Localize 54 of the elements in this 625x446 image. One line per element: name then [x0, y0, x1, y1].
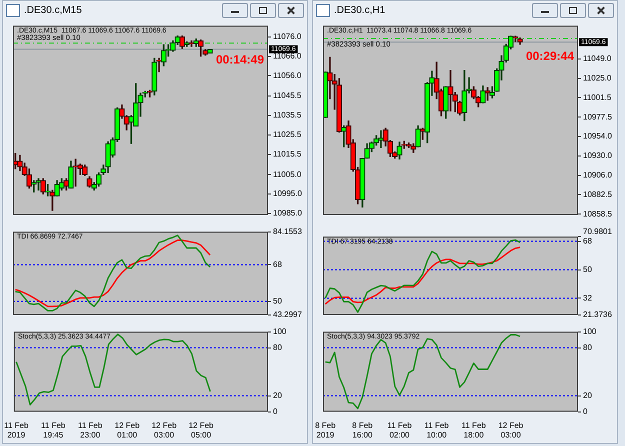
y-tick-label: 80 — [273, 343, 282, 352]
y-tick-label: 10930.0 — [583, 151, 612, 160]
y-tick-label: 20 — [273, 391, 282, 400]
y-tick-label: 68 — [273, 260, 282, 269]
y-tick-label: 10985.0 — [273, 208, 302, 218]
y-tick-label: 11025.5 — [273, 130, 302, 140]
y-tick-label: 11025.0 — [583, 74, 612, 83]
candlestick — [448, 70, 454, 112]
y-tick-label: 11035.5 — [273, 110, 302, 120]
x-tick-label: 11 Feb 23:00 — [78, 420, 103, 440]
x-tick-label: 11 Feb 19:45 — [41, 420, 66, 440]
y-tick-label: 68 — [583, 236, 592, 246]
x-tick-label: 8 Feb 16:00 — [352, 420, 374, 440]
y-tick-label: 100 — [273, 327, 287, 336]
annotation: 00:14:49 — [216, 52, 264, 67]
y-tick-label: 80 — [583, 343, 592, 352]
chart-title: .DE30.c,M15 — [24, 4, 83, 16]
y-tick-label: 50 — [273, 296, 282, 306]
y-tick-label: 50 — [583, 264, 592, 274]
x-tick-label: 12 Feb 01:00 — [114, 420, 140, 440]
y-tick-label: 11001.5 — [583, 92, 612, 102]
y-tick-label: 20 — [583, 391, 592, 400]
candlestick — [36, 178, 42, 190]
x-tick-label: 12 Feb 05:00 — [188, 420, 214, 440]
y-tick-label: 100 — [583, 327, 597, 336]
chart-title: .DE30.c,H1 — [334, 4, 386, 16]
y-tick-label: 11005.0 — [273, 170, 302, 179]
y-tick-label: 11015.5 — [273, 149, 302, 158]
x-tick-label: 12 Feb 03:00 — [152, 420, 178, 440]
y-tick-label: 10954.0 — [583, 131, 612, 140]
x-tick-label: 8 Feb 2019 — [315, 420, 336, 440]
y-tick-label: 10858.5 — [583, 209, 612, 218]
y-tick-label: 11066.0 — [273, 51, 302, 60]
y-tick-label: 32 — [583, 293, 592, 302]
y-tick-label: 11049.0 — [583, 54, 612, 64]
x-tick-label: 11 Feb 2019 — [4, 420, 29, 440]
y-tick-label: 10906.0 — [583, 170, 612, 180]
y-tick-label: 11076.0 — [273, 32, 302, 42]
y-tick-label: 84.1553 — [273, 227, 302, 236]
y-tick-label: 10995.0 — [273, 189, 302, 198]
y-tick-label: 21.3736 — [583, 310, 612, 320]
x-tick-label: 11 Feb 18:00 — [462, 420, 486, 440]
y-tick-label: 10977.5 — [583, 112, 612, 122]
y-tick-label: 70.9801 — [583, 227, 612, 236]
y-tick-label: 11056.0 — [273, 70, 302, 80]
y-tick-label: 10882.5 — [583, 190, 612, 199]
x-tick-label: 12 Feb 03:00 — [498, 420, 524, 440]
x-tick-label: 11 Feb 02:00 — [387, 420, 412, 440]
y-tick-label: 0 — [273, 407, 278, 416]
y-tick-label: 43.2997 — [273, 310, 302, 320]
x-tick-label: 11 Feb 10:00 — [424, 420, 450, 440]
annotation: 00:29:44 — [526, 49, 574, 64]
y-tick-label: 0 — [583, 407, 588, 416]
y-tick-label: 11045.5 — [273, 91, 302, 100]
